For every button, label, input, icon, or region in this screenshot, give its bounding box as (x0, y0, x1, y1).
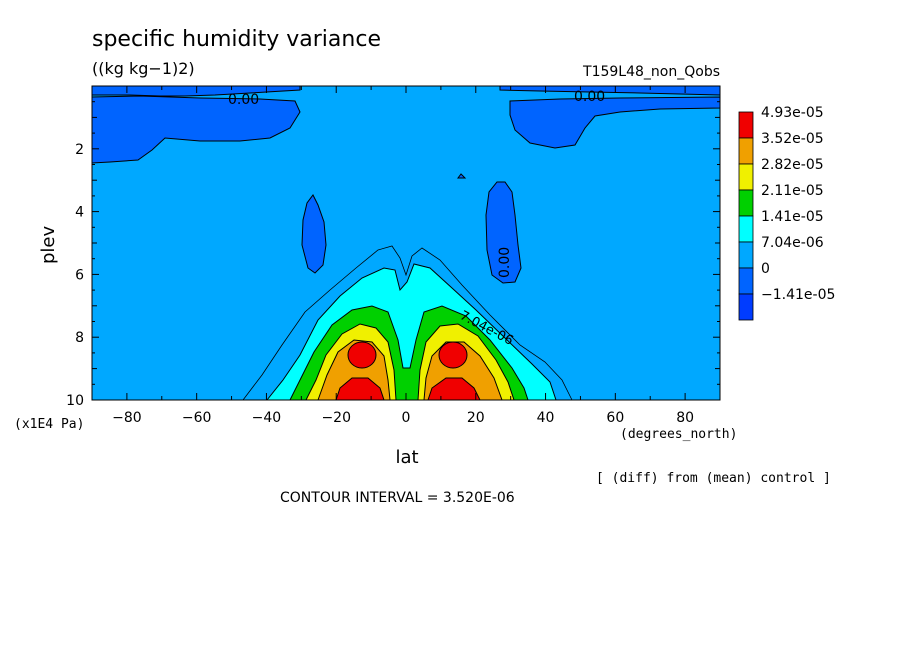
y-tick-label: 6 (75, 267, 84, 283)
y-axis-units: (x1E4 Pa) (14, 417, 84, 432)
colorbar-swatch (738, 111, 754, 139)
x-tick-label: 40 (537, 410, 555, 426)
diff-note: [ (diff) from (mean) control ] (596, 471, 831, 486)
y-axis-label: plev (38, 225, 59, 264)
contour-interval: CONTOUR INTERVAL = 3.520E-06 (280, 490, 515, 506)
colorbar-label: 1.41e-05 (761, 209, 824, 225)
x-tick-label: −40 (252, 410, 282, 426)
colorbar-label: −1.41e-05 (761, 287, 835, 303)
colorbar-label: 0 (761, 261, 770, 277)
plot-area: 0.00 0.00 0.00 7.04e-06 (91, 85, 721, 401)
contour-negative-dot (457, 173, 467, 179)
x-tick-label: −60 (182, 410, 212, 426)
y-tick-label: 2 (75, 142, 84, 158)
colorbar-label: 2.11e-05 (761, 183, 824, 199)
chart-units: ((kg kg−1)2) (92, 59, 195, 78)
x-tick-label: 20 (467, 410, 485, 426)
x-tick-label: 0 (402, 410, 411, 426)
colorbar-label: 2.82e-05 (761, 157, 824, 173)
positive-regions (265, 263, 557, 401)
contour-negative-right-lobe (509, 96, 721, 149)
contour-label: 0.00 (574, 89, 605, 105)
colorbar-label: 3.52e-05 (761, 131, 824, 147)
x-tick-label: −20 (321, 410, 351, 426)
max-upper-left (347, 341, 377, 369)
x-axis-units: (degrees_north) (620, 427, 737, 442)
colorbar-swatch (738, 163, 754, 191)
colorbar-label: 7.04e-06 (761, 235, 824, 251)
colorbar-label: 4.93e-05 (761, 105, 824, 121)
contour-negative-left-lobe (91, 95, 301, 164)
max-upper-right (438, 341, 468, 369)
y-tick-label: 10 (66, 393, 84, 409)
negative-regions (91, 85, 721, 284)
contour-label: 0.00 (497, 247, 513, 278)
x-axis-label: lat (395, 447, 418, 468)
y-tick-label: 8 (75, 330, 84, 346)
contour-negative-column-left (301, 194, 327, 274)
contour-outer-line (242, 245, 573, 401)
chart-title: specific humidity variance (92, 27, 381, 52)
x-tick-label: −80 (112, 410, 142, 426)
colorbar-swatch (738, 215, 754, 243)
colorbar-legend: 4.93e-05 3.52e-05 2.82e-05 2.11e-05 1.41e-05… (738, 105, 835, 321)
x-tick-label: 60 (606, 410, 624, 426)
y-tick-label: 4 (75, 205, 84, 221)
colorbar-swatch (738, 137, 754, 165)
colorbar-swatch (738, 293, 754, 321)
run-label: T159L48_non_Qobs (582, 64, 720, 80)
colorbar-swatch (738, 189, 754, 217)
contour-negative-column-right (485, 181, 522, 284)
contour-label: 0.00 (228, 92, 259, 108)
x-tick-label: 80 (676, 410, 694, 426)
axes: −80 −60 −40 −20 0 20 40 60 80 2 4 6 8 10 (66, 86, 721, 426)
colorbar-swatch (738, 241, 754, 269)
colorbar-swatch (738, 267, 754, 295)
contour-negative-top-left (91, 85, 301, 97)
